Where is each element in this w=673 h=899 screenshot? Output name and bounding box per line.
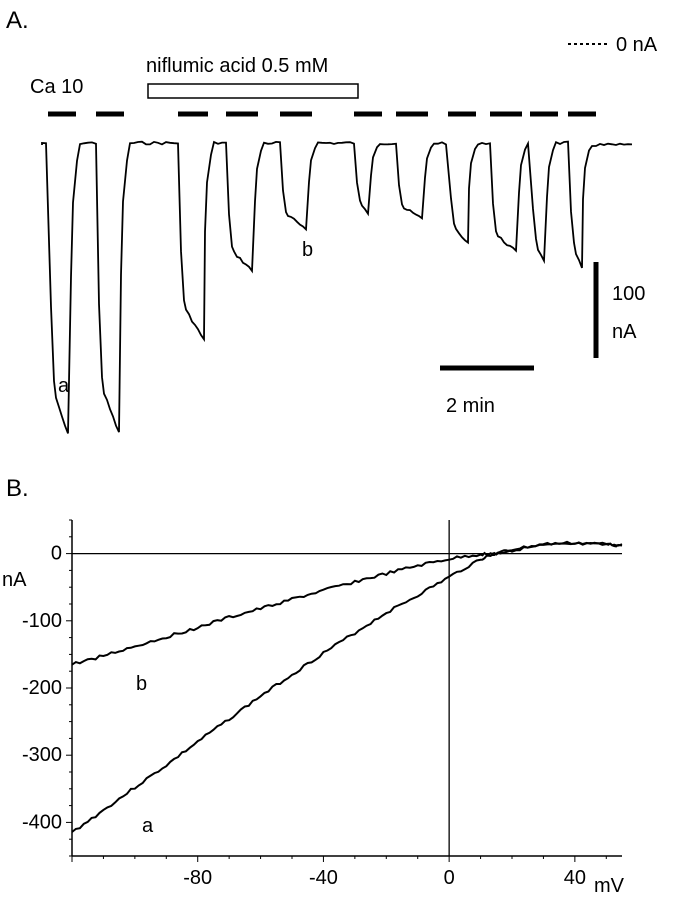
x-axis-label: mV [594,875,625,897]
y-tick-label: 0 [51,543,62,565]
y-tick-label: -200 [22,677,62,699]
series-label-a: a [142,815,154,837]
x-tick-label: 40 [564,867,586,889]
panel-a-label: A. [6,7,29,34]
drug-application-bar [147,83,359,99]
panel-b-label: B. [6,475,29,502]
series-line-a [71,541,623,833]
x-tick-label: 0 [444,867,455,889]
x-tick-label: -40 [309,867,338,889]
y-tick-label: -400 [22,811,62,833]
trace-label-a: a [58,375,70,397]
current-trace [41,140,633,434]
series-line-b [71,540,623,666]
y-tick-label: -300 [22,744,62,766]
calcium-label: Ca 10 [30,76,83,98]
y-axis-label: nA [2,569,27,591]
iv-plot-axes: 0-100-200-300-400-80 -40 0 40 [22,519,622,889]
drug-label: niflumic acid 0.5 mM [146,55,328,77]
scale-time: 2 min [446,395,495,417]
scale-current-unit: nA [612,321,637,343]
y-tick-label: -100 [22,610,62,632]
x-tick-label: -80 [183,867,212,889]
scale-current-value: 100 [612,283,645,305]
zero-current-legend: 0 nA [616,34,658,56]
iv-plot-series [71,540,623,833]
series-label-b: b [136,673,147,695]
trace-label-b: b [302,239,313,261]
